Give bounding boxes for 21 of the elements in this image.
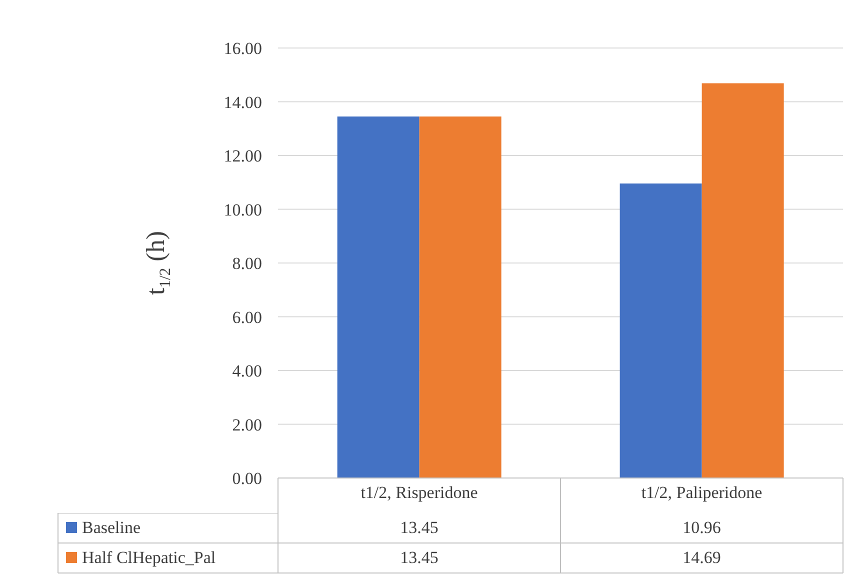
bar [419,116,502,478]
y-tick-label: 8.00 [232,254,262,274]
y-tick-label: 0.00 [232,469,262,488]
data-label: 13.45 [400,548,438,567]
bar [702,83,784,478]
bar [337,116,420,478]
legend-label: Half ClHepatic_Pal [82,548,216,567]
data-label: 10.96 [682,518,721,537]
y-tick-label: 10.00 [224,200,262,220]
y-tick-label: 14.00 [224,92,262,112]
y-tick-label: 2.00 [232,415,262,434]
data-label: 13.45 [400,518,438,537]
y-tick-label: 6.00 [232,308,262,327]
data-label: 14.69 [682,548,721,567]
y-tick-label: 4.00 [232,362,262,381]
y-tick-label: 12.00 [224,146,262,166]
x-tick-label: t1/2, Risperidone [360,483,478,502]
bar [620,183,702,478]
x-tick-label: t1/2, Paliperidone [641,483,762,502]
y-tick-label: 16.00 [224,39,262,58]
legend-label: Baseline [82,518,141,537]
